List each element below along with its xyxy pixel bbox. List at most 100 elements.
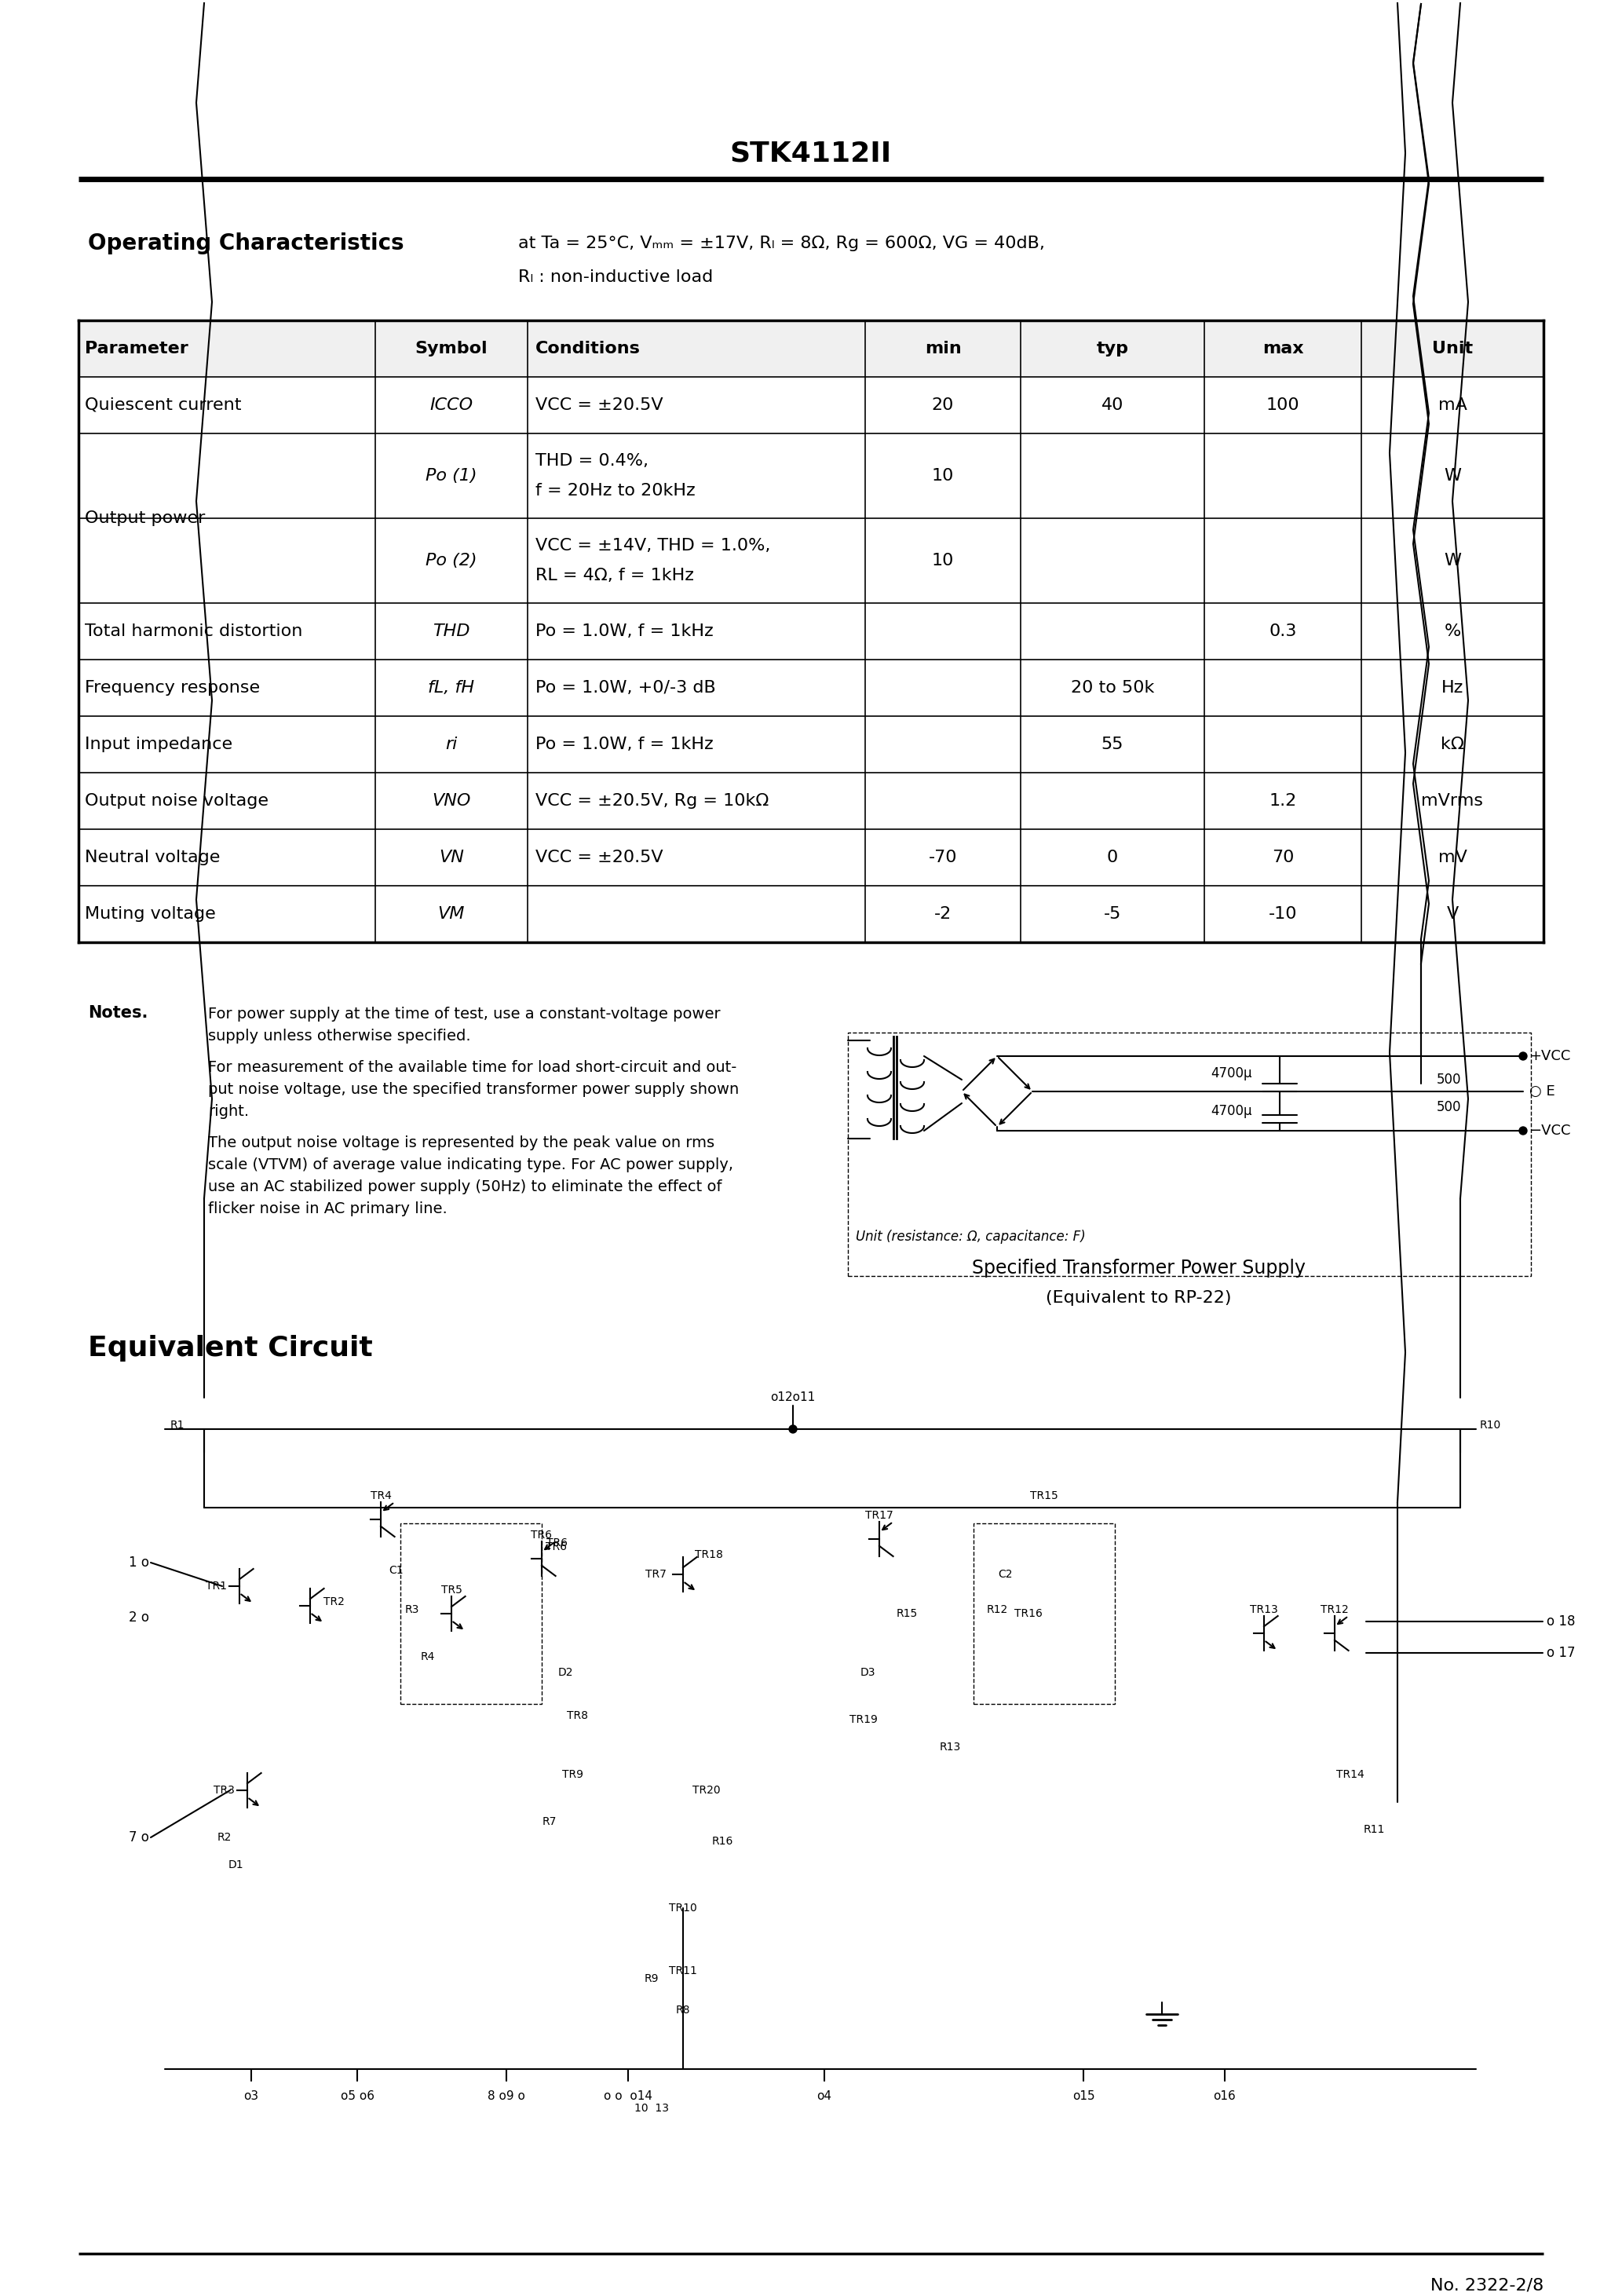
Text: TR14: TR14 — [1337, 1770, 1364, 1779]
Text: 10  13: 10 13 — [634, 2103, 668, 2115]
Text: TR5: TR5 — [441, 1584, 462, 1596]
Text: Frequency response: Frequency response — [84, 680, 260, 696]
Text: fL, fH: fL, fH — [428, 680, 475, 696]
Text: No. 2322-2/8: No. 2322-2/8 — [1431, 2278, 1544, 2294]
Text: 500: 500 — [1437, 1100, 1461, 1114]
Text: VCC = ±20.5V, Rg = 10kΩ: VCC = ±20.5V, Rg = 10kΩ — [535, 792, 769, 808]
Text: +VCC: +VCC — [1530, 1049, 1570, 1063]
Text: 20: 20 — [931, 397, 954, 413]
Text: Rₗ : non-inductive load: Rₗ : non-inductive load — [517, 269, 714, 285]
Text: kΩ: kΩ — [1440, 737, 1465, 753]
Text: 500: 500 — [1437, 1072, 1461, 1086]
Text: Muting voltage: Muting voltage — [84, 907, 216, 923]
Text: R9: R9 — [644, 1972, 659, 1984]
Text: R4: R4 — [420, 1651, 435, 1662]
Text: at Ta = 25°C, Vₘₘ = ±17V, Rₗ = 8Ω, Rg = 600Ω, VG = 40dB,: at Ta = 25°C, Vₘₘ = ±17V, Rₗ = 8Ω, Rg = … — [517, 236, 1045, 250]
Text: right.: right. — [208, 1104, 248, 1118]
Text: −VCC: −VCC — [1530, 1123, 1570, 1139]
Text: Unit: Unit — [1432, 340, 1473, 356]
Text: TR1: TR1 — [206, 1580, 227, 1591]
Text: R11: R11 — [1362, 1823, 1385, 1835]
Text: Unit (resistance: Ω, capacitance: F): Unit (resistance: Ω, capacitance: F) — [856, 1231, 1085, 1244]
Text: typ: typ — [1096, 340, 1129, 356]
Text: TR4: TR4 — [370, 1490, 391, 1502]
Text: -70: -70 — [928, 850, 957, 866]
Text: C2: C2 — [998, 1568, 1012, 1580]
Text: The output noise voltage is represented by the peak value on rms: The output noise voltage is represented … — [208, 1137, 715, 1150]
Text: V: V — [1447, 907, 1458, 923]
Text: o12o11: o12o11 — [770, 1391, 816, 1403]
Text: put noise voltage, use the specified transformer power supply shown: put noise voltage, use the specified tra… — [208, 1081, 740, 1097]
Text: use an AC stabilized power supply (50Hz) to eliminate the effect of: use an AC stabilized power supply (50Hz)… — [208, 1180, 722, 1194]
Text: For measurement of the available time for load short-circuit and out-: For measurement of the available time fo… — [208, 1061, 736, 1075]
Text: TR6: TR6 — [545, 1541, 566, 1552]
Text: TR12: TR12 — [1320, 1605, 1348, 1614]
Text: Output power: Output power — [84, 510, 206, 526]
Text: Input impedance: Input impedance — [84, 737, 232, 753]
Text: TR20: TR20 — [693, 1784, 720, 1795]
Text: 0: 0 — [1106, 850, 1118, 866]
Text: ICCO: ICCO — [430, 397, 474, 413]
Text: TR13: TR13 — [1251, 1605, 1278, 1614]
Text: 4700μ: 4700μ — [1212, 1104, 1252, 1118]
Text: 1 o: 1 o — [128, 1554, 149, 1570]
Text: -5: -5 — [1103, 907, 1121, 923]
Text: %: % — [1444, 625, 1461, 638]
Text: mA: mA — [1439, 397, 1466, 413]
Text: 20 to 50k: 20 to 50k — [1071, 680, 1155, 696]
Text: TR19: TR19 — [850, 1715, 878, 1724]
Text: -2: -2 — [934, 907, 952, 923]
Text: TR18: TR18 — [694, 1550, 723, 1561]
Text: 8 o9 o: 8 o9 o — [488, 2092, 526, 2103]
Text: VCC = ±20.5V: VCC = ±20.5V — [535, 397, 663, 413]
Text: flicker noise in AC primary line.: flicker noise in AC primary line. — [208, 1201, 448, 1217]
Text: STK4112II: STK4112II — [730, 140, 892, 168]
Text: o3: o3 — [243, 2092, 260, 2103]
Text: o15: o15 — [1072, 2092, 1095, 2103]
Text: Notes.: Notes. — [88, 1006, 148, 1022]
Text: scale (VTVM) of average value indicating type. For AC power supply,: scale (VTVM) of average value indicating… — [208, 1157, 733, 1173]
Text: RL = 4Ω, f = 1kHz: RL = 4Ω, f = 1kHz — [535, 567, 694, 583]
Text: Po = 1.0W, f = 1kHz: Po = 1.0W, f = 1kHz — [535, 625, 714, 638]
Text: 70: 70 — [1272, 850, 1294, 866]
Circle shape — [1520, 1052, 1526, 1061]
Text: o 17: o 17 — [1547, 1646, 1575, 1660]
Text: Po = 1.0W, f = 1kHz: Po = 1.0W, f = 1kHz — [535, 737, 714, 753]
Text: o5 o6: o5 o6 — [341, 2092, 375, 2103]
Text: 10: 10 — [931, 468, 954, 484]
Text: o16: o16 — [1213, 2092, 1236, 2103]
Text: TR3: TR3 — [212, 1784, 234, 1795]
Text: o4: o4 — [817, 2092, 832, 2103]
Text: R3: R3 — [406, 1605, 420, 1614]
Text: 55: 55 — [1101, 737, 1124, 753]
Text: Po (1): Po (1) — [425, 468, 477, 484]
Text: Hz: Hz — [1442, 680, 1463, 696]
Text: VCC = ±14V, THD = 1.0%,: VCC = ±14V, THD = 1.0%, — [535, 537, 770, 553]
Text: R8: R8 — [676, 2004, 691, 2016]
Text: THD: THD — [433, 625, 470, 638]
Text: 40: 40 — [1101, 397, 1124, 413]
Circle shape — [788, 1426, 796, 1433]
Text: TR11: TR11 — [668, 1965, 697, 1977]
Text: W: W — [1444, 468, 1461, 484]
Text: D1: D1 — [227, 1860, 243, 1871]
Text: Quiescent current: Quiescent current — [84, 397, 242, 413]
Text: TR10: TR10 — [668, 1903, 697, 1913]
Text: C1: C1 — [389, 1566, 404, 1575]
Text: D3: D3 — [860, 1667, 876, 1678]
Text: ○ E: ○ E — [1530, 1084, 1555, 1097]
Text: R12: R12 — [986, 1605, 1007, 1614]
Text: TR6: TR6 — [530, 1529, 553, 1541]
Text: max: max — [1262, 340, 1304, 356]
Text: R10: R10 — [1479, 1419, 1502, 1430]
Text: mVrms: mVrms — [1421, 792, 1484, 808]
Text: TR17: TR17 — [865, 1511, 894, 1520]
Text: f = 20Hz to 20kHz: f = 20Hz to 20kHz — [535, 482, 696, 498]
Text: Po (2): Po (2) — [425, 553, 477, 569]
Text: R13: R13 — [939, 1743, 960, 1752]
Text: o o  o14: o o o14 — [603, 2092, 652, 2103]
Text: TR8: TR8 — [566, 1711, 587, 1722]
Text: min: min — [925, 340, 962, 356]
Text: (Equivalent to RP-22): (Equivalent to RP-22) — [1046, 1290, 1231, 1306]
Text: For power supply at the time of test, use a constant-voltage power: For power supply at the time of test, us… — [208, 1006, 720, 1022]
